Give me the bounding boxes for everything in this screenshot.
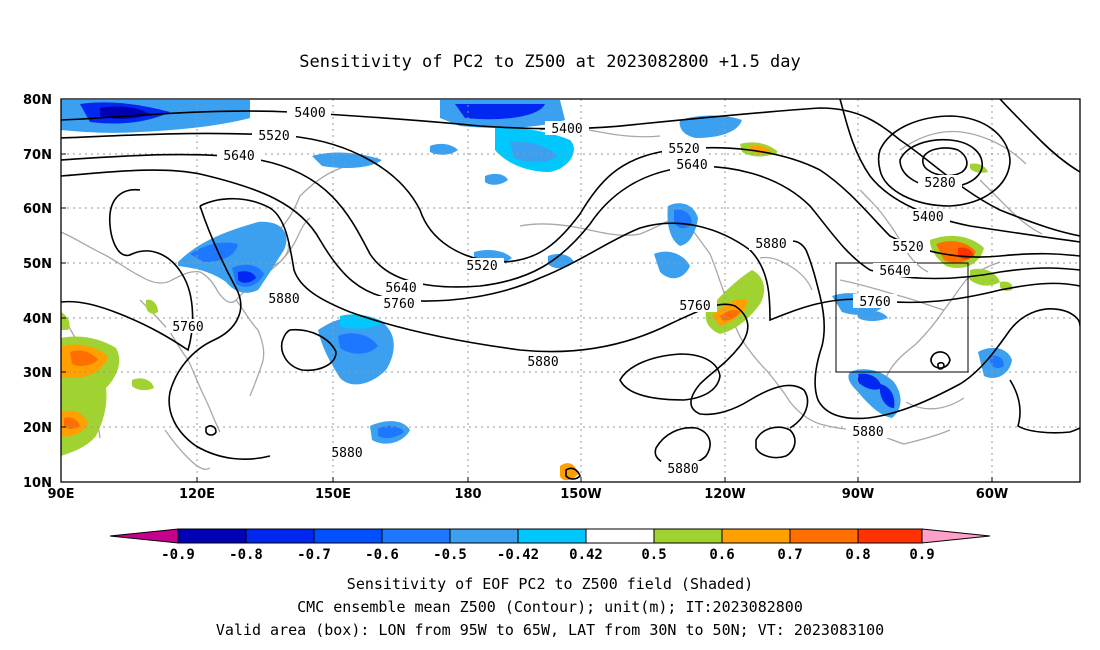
- colorbar-label: 0.6: [709, 547, 734, 563]
- axis-ticks: [61, 98, 993, 482]
- lat-tick-label: 30N: [23, 366, 52, 381]
- shade-region: [455, 104, 545, 120]
- contour-label: 5640: [879, 264, 910, 279]
- shade-region: [970, 163, 988, 173]
- colorbar-segment: [653, 528, 723, 544]
- colorbar-label: 0.5: [641, 547, 666, 563]
- colorbar-segment: [313, 528, 383, 544]
- shade-region: [720, 309, 740, 321]
- lat-tick-label: 60N: [23, 202, 52, 217]
- colorbar-right-triangle: [921, 528, 991, 544]
- shade-region: [654, 251, 690, 279]
- lon-tick-label: 180: [454, 487, 481, 502]
- colorbar-label: 0.7: [777, 547, 802, 563]
- colorbar-segment: [517, 528, 587, 544]
- contour-label: 5640: [676, 158, 707, 173]
- latitude-labels: 80N 70N 60N 50N 40N 30N 20N 10N: [23, 93, 52, 491]
- lon-tick-label: 90W: [842, 487, 874, 502]
- contour-label: 5880: [667, 462, 698, 477]
- contour-label: 5760: [383, 297, 414, 312]
- colorbar-label: 0.42: [569, 547, 603, 563]
- shade-region: [858, 373, 882, 390]
- figure-title: Sensitivity of PC2 to Z500 at 2023082800…: [299, 52, 801, 72]
- lat-tick-label: 70N: [23, 148, 52, 163]
- contour-label: 5520: [258, 129, 289, 144]
- colorbar-segment: [721, 528, 791, 544]
- contour-label: 5880: [755, 237, 786, 252]
- shade-region: [430, 143, 458, 155]
- contour-label: 5400: [294, 106, 325, 121]
- shade-region: [238, 271, 256, 283]
- lon-tick-label: 120E: [179, 487, 215, 502]
- shade-region: [190, 242, 238, 262]
- colorbar-segment: [857, 528, 923, 544]
- colorbar-segment: [381, 528, 451, 544]
- contour-label: 5760: [859, 295, 890, 310]
- contour-label: 5400: [912, 210, 943, 225]
- lon-tick-label: 150E: [315, 487, 351, 502]
- colorbar-segment: [177, 528, 247, 544]
- shade-region: [880, 384, 895, 408]
- map-content: 5400 5400 5520 5520 5520 5520 5640 5640 …: [61, 99, 1080, 482]
- shade-region: [338, 333, 378, 354]
- colorbar-label: -0.9: [161, 547, 195, 563]
- colorbar-label: -0.7: [297, 547, 331, 563]
- colorbar-left-triangle: [109, 528, 179, 544]
- contour-label: 5280: [924, 176, 955, 191]
- shade-region: [61, 312, 70, 330]
- lat-tick-label: 50N: [23, 257, 52, 272]
- lon-tick-label: 60W: [976, 487, 1008, 502]
- contour-label: 5760: [172, 320, 203, 335]
- contour-label: 5520: [668, 142, 699, 157]
- lat-tick-label: 40N: [23, 312, 52, 327]
- shade-region: [70, 350, 98, 367]
- contour-label: 5520: [466, 259, 497, 274]
- contour-label: 5640: [385, 281, 416, 296]
- colorbar-segment: [245, 528, 315, 544]
- contour-label: 5880: [527, 355, 558, 370]
- longitude-labels: 90E 120E 150E 180 150W 120W 90W 60W: [48, 487, 1009, 502]
- caption-line-1: Sensitivity of EOF PC2 to Z500 field (Sh…: [347, 575, 753, 593]
- lat-tick-label: 10N: [23, 476, 52, 491]
- colorbar-segment: [449, 528, 519, 544]
- shade-region: [990, 355, 1004, 369]
- colorbar-label: -0.5: [433, 547, 467, 563]
- caption-line-2: CMC ensemble mean Z500 (Contour); unit(m…: [297, 598, 803, 616]
- shade-region: [132, 378, 154, 391]
- map-frame: [60, 98, 1081, 483]
- colorbar-segment: [789, 528, 859, 544]
- contour-label: 5400: [551, 122, 582, 137]
- shade-region: [510, 141, 558, 163]
- shade-region: [679, 115, 742, 138]
- contour-label-group: 5400 5400 5520 5520 5520 5520 5640 5640 …: [172, 106, 956, 477]
- shade-region: [64, 417, 80, 429]
- colorbar-label: -0.6: [365, 547, 399, 563]
- contour-label: 5760: [679, 299, 710, 314]
- lon-tick-label: 150W: [560, 487, 601, 502]
- contour-label: 5880: [852, 425, 883, 440]
- shade-region: [560, 463, 578, 481]
- shade-region: [485, 173, 508, 185]
- lat-tick-label: 80N: [23, 93, 52, 108]
- contour-label: 5640: [223, 149, 254, 164]
- colorbar: -0.9 -0.8 -0.7 -0.6 -0.5 -0.42 0.42 0.5 …: [109, 528, 991, 563]
- shade-region: [750, 145, 772, 154]
- lon-tick-label: 120W: [704, 487, 745, 502]
- contour-label: 5520: [892, 240, 923, 255]
- colorbar-segment: [585, 528, 655, 544]
- caption-line-3: Valid area (box): LON from 95W to 65W, L…: [216, 621, 884, 639]
- contour-label: 5880: [268, 292, 299, 307]
- contour-label: 5880: [331, 446, 362, 461]
- lat-tick-label: 20N: [23, 421, 52, 436]
- shade-region: [378, 425, 404, 439]
- lon-tick-label: 90E: [48, 487, 75, 502]
- colorbar-label: 0.9: [909, 547, 934, 563]
- colorbar-label: -0.42: [497, 547, 539, 563]
- sensitivity-shading: [61, 100, 1013, 481]
- map-background: [61, 99, 1080, 482]
- shade-region: [146, 299, 158, 314]
- colorbar-label: -0.8: [229, 547, 263, 563]
- colorbar-label: 0.8: [845, 547, 870, 563]
